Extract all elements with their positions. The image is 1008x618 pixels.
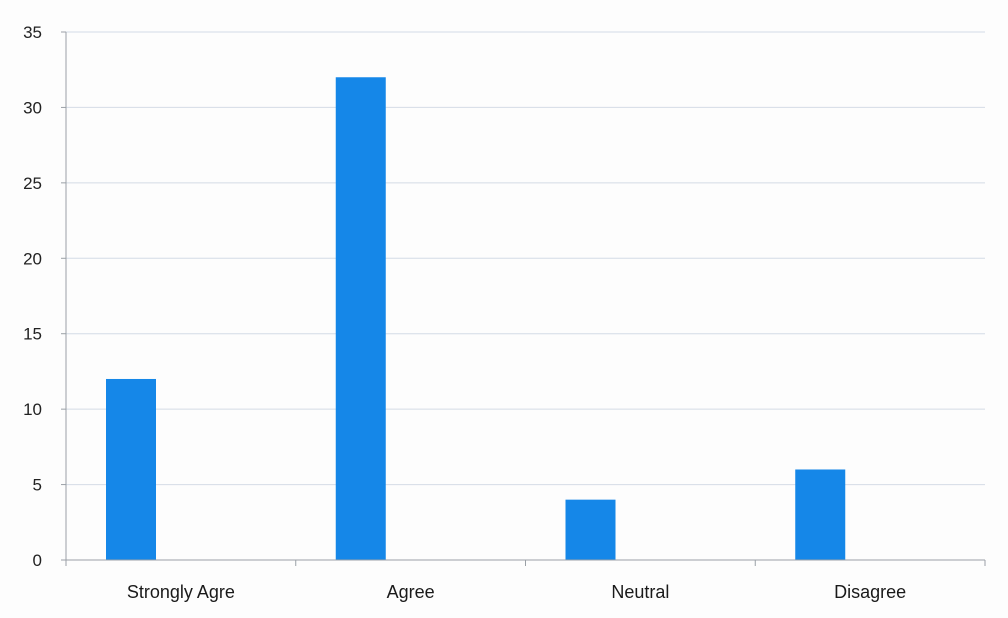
bar-disagree (795, 469, 846, 560)
bar-strongly-agre (106, 378, 156, 560)
x-tick-labels: Strongly Agre Agree Neutral Disagree (127, 582, 906, 602)
y-tick-labels: 0 5 10 15 20 25 30 35 (23, 23, 42, 570)
x-tick-label: Disagree (834, 582, 906, 602)
y-tick-label: 15 (23, 325, 42, 344)
y-tick-label: 0 (33, 551, 42, 570)
y-tick-label: 10 (23, 400, 42, 419)
x-tick-label: Neutral (611, 582, 669, 602)
axes (61, 31, 986, 566)
bar-neutral (565, 499, 616, 560)
gridlines (66, 31, 985, 486)
y-tick-label: 35 (23, 23, 42, 42)
bars (106, 77, 846, 560)
y-tick-label: 30 (23, 98, 42, 117)
y-tick-label: 20 (23, 249, 42, 268)
bar-agree (335, 77, 386, 560)
x-tick-label: Agree (387, 582, 435, 602)
y-tick-label: 5 (33, 476, 42, 495)
y-tick-label: 25 (23, 174, 42, 193)
x-tick-label: Strongly Agre (127, 582, 235, 602)
